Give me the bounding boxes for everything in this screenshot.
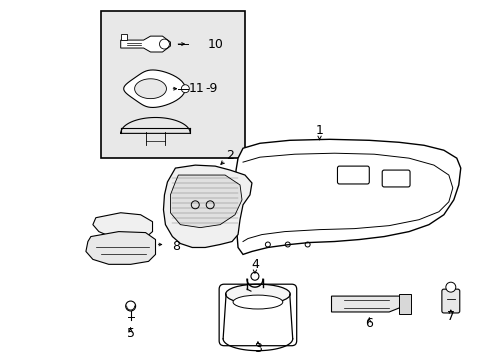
Polygon shape <box>93 213 152 239</box>
Polygon shape <box>163 165 251 247</box>
Ellipse shape <box>225 284 290 304</box>
Text: -9: -9 <box>205 82 217 95</box>
Polygon shape <box>123 70 185 107</box>
Circle shape <box>181 85 189 93</box>
Text: 8: 8 <box>172 240 180 253</box>
Text: 1: 1 <box>315 124 323 137</box>
Text: 11: 11 <box>188 82 203 95</box>
FancyBboxPatch shape <box>382 170 409 187</box>
Polygon shape <box>170 175 242 228</box>
Polygon shape <box>235 139 460 255</box>
Text: 7: 7 <box>446 310 454 323</box>
Text: 2: 2 <box>225 149 234 162</box>
Polygon shape <box>331 296 406 312</box>
Text: 5: 5 <box>126 327 134 340</box>
Text: 10: 10 <box>207 37 223 50</box>
Polygon shape <box>121 34 126 40</box>
Polygon shape <box>86 231 155 264</box>
Text: 3: 3 <box>253 342 262 355</box>
Polygon shape <box>121 36 170 52</box>
FancyBboxPatch shape <box>337 166 368 184</box>
Text: 4: 4 <box>250 258 258 271</box>
FancyBboxPatch shape <box>441 289 459 313</box>
Ellipse shape <box>233 295 282 309</box>
Bar <box>101 11 244 158</box>
Polygon shape <box>134 79 166 99</box>
Circle shape <box>445 282 455 292</box>
Text: 6: 6 <box>365 318 372 330</box>
Polygon shape <box>398 294 410 314</box>
